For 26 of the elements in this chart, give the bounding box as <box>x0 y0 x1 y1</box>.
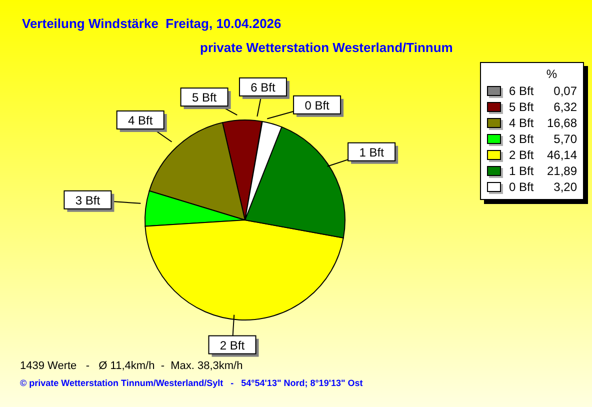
legend-title: % <box>545 67 558 83</box>
legend-label: 2 Bft <box>509 148 535 162</box>
text: 1439 Werte - Ø 11,4km/h - Max. 38,3km/h <box>20 360 243 372</box>
text: © private Wetterstation Tinnum/Westerland/Sylt - 54°54'13" Nord; 8°19'13" Ost <box>20 378 363 388</box>
data-label: 16,68 <box>546 116 577 130</box>
legend-label: 3 Bft <box>509 132 535 146</box>
legend-label: 5 Bft <box>509 100 535 114</box>
legend-label: 1 Bft <box>509 164 535 178</box>
legend-label: 0 Bft <box>509 180 535 194</box>
data-label: 5,70 <box>552 132 577 146</box>
category-label: 6 Bft <box>250 80 276 94</box>
slice-label: 4 Bft <box>128 113 154 128</box>
legend-label: 6 Bft <box>509 84 535 98</box>
slice-label: 5 Bft <box>192 90 218 105</box>
chart-subtitle: private Wetterstation Westerland/Tinnum <box>200 40 453 55</box>
slice-label: 0 Bft <box>304 98 330 112</box>
slice-label: 3 Bft <box>75 193 101 208</box>
legend-label: 4 Bft <box>509 116 535 130</box>
data-label: 3,20 <box>552 180 577 194</box>
data-label: 6,32 <box>552 100 577 114</box>
chart-title: Verteilung Windstärke Freitag, 10.04.2026 <box>22 16 282 31</box>
data-label: 46,14 <box>546 148 577 162</box>
data-label: 0,07 <box>552 84 577 98</box>
data-label: 21,89 <box>546 164 577 178</box>
slice-label: 1 Bft <box>359 145 385 160</box>
slice-label: 2 Bft <box>220 338 246 352</box>
